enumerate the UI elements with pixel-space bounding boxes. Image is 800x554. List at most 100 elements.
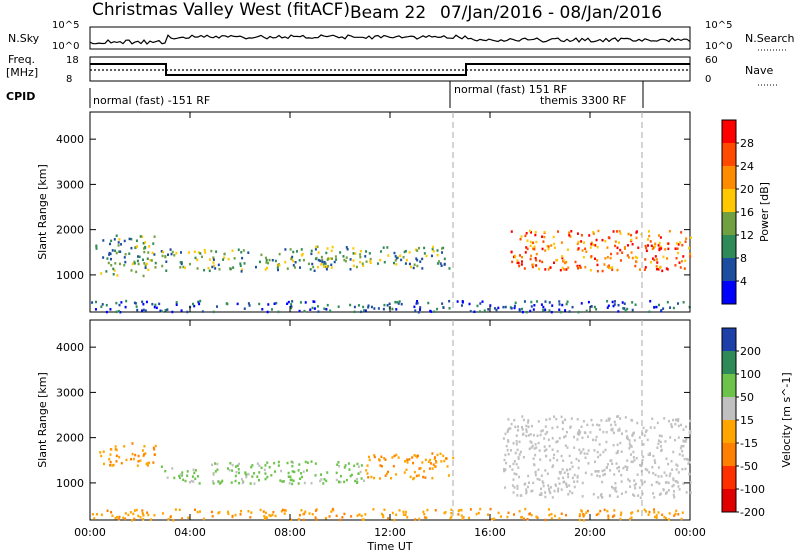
echo-cell: [529, 229, 532, 233]
echo-cell: [478, 310, 481, 313]
echo-cell: [677, 436, 680, 439]
echo-cell: [394, 259, 397, 262]
echo-cell: [408, 458, 411, 461]
echo-cell: [587, 449, 590, 452]
echo-cell: [243, 262, 246, 265]
echo-cell: [667, 462, 670, 466]
echo-cell: [512, 255, 515, 259]
echo-cell: [517, 457, 520, 460]
echo-cell: [568, 310, 571, 313]
echo-cell: [518, 264, 521, 268]
echo-cell: [416, 301, 419, 305]
echo-cell: [592, 232, 595, 235]
echo-cell: [229, 462, 232, 465]
echo-cell: [227, 467, 230, 470]
echo-cell: [187, 516, 190, 520]
echo-cell: [515, 440, 518, 443]
echo-cell: [323, 307, 326, 310]
echo-cell: [643, 508, 646, 512]
echo-cell: [479, 507, 482, 511]
echo-cell: [416, 258, 419, 262]
echo-cell: [208, 269, 211, 273]
colorbar-swatch: [722, 281, 736, 305]
echo-cell: [576, 438, 579, 441]
echo-cell: [230, 481, 233, 484]
echo-cell: [548, 489, 551, 493]
echo-cell: [594, 438, 597, 442]
echo-cell: [241, 481, 244, 485]
echo-cell: [679, 266, 682, 269]
echo-cell: [518, 453, 521, 456]
echo-cell: [314, 248, 317, 251]
colorbar-swatch: [722, 328, 736, 352]
echo-cell: [517, 466, 520, 469]
echo-cell: [394, 300, 397, 304]
echo-cell: [338, 464, 341, 468]
echo-cell: [611, 300, 614, 304]
echo-cell: [649, 426, 652, 429]
echo-cell: [395, 308, 398, 311]
echo-cell: [384, 474, 387, 477]
echo-cell: [264, 268, 267, 271]
echo-cell: [548, 444, 551, 448]
echo-cell: [225, 302, 228, 305]
echo-cell: [338, 480, 341, 484]
echo-cell: [198, 302, 201, 306]
echo-cell: [137, 460, 140, 463]
echo-cell: [595, 308, 598, 311]
echo-cell: [350, 515, 353, 518]
echo-cell: [434, 456, 437, 459]
echo-cell: [644, 430, 647, 434]
echo-cell: [634, 303, 637, 306]
echo-cell: [442, 246, 445, 250]
echo-cell: [131, 442, 134, 445]
echo-cell: [520, 515, 523, 519]
echo-cell: [556, 425, 559, 429]
echo-cell: [167, 518, 170, 521]
echo-cell: [110, 263, 113, 267]
echo-cell: [430, 310, 433, 313]
echo-cell: [422, 475, 425, 479]
echo-cell: [412, 477, 415, 481]
x-tick-label: 08:00: [274, 526, 306, 539]
echo-cell: [514, 451, 517, 455]
echo-cell: [368, 455, 371, 459]
echo-cell: [476, 304, 479, 308]
echo-cell: [593, 449, 596, 452]
echo-cell: [630, 512, 633, 515]
echo-cell: [542, 305, 545, 309]
echo-cell: [584, 247, 587, 251]
echo-cell: [422, 510, 425, 514]
echo-cell: [523, 483, 526, 486]
echo-cell: [601, 469, 604, 473]
echo-cell: [611, 427, 614, 431]
echo-cell: [624, 309, 627, 312]
echo-cell: [685, 457, 688, 461]
echo-cell: [115, 454, 118, 458]
echo-cell: [550, 517, 553, 520]
echo-cell: [577, 459, 580, 462]
echo-cell: [314, 257, 317, 261]
echo-cell: [688, 461, 691, 464]
echo-cell: [283, 512, 286, 515]
echo-cell: [634, 255, 637, 259]
echo-cell: [403, 471, 406, 474]
echo-cell: [675, 468, 678, 471]
echo-cell: [419, 466, 422, 470]
echo-cell: [234, 465, 237, 468]
echo-cell: [540, 474, 543, 477]
echo-cell: [585, 250, 588, 253]
echo-cell: [117, 309, 120, 313]
echo-cell: [583, 513, 586, 517]
echo-cell: [372, 508, 375, 511]
echo-cell: [249, 482, 252, 485]
echo-cell: [207, 266, 210, 270]
echo-cell: [542, 481, 545, 485]
echo-cell: [461, 517, 464, 521]
echo-cell: [436, 453, 439, 457]
echo-cell: [646, 468, 649, 472]
echo-cell: [609, 469, 612, 472]
echo-cell: [680, 231, 683, 234]
echo-cell: [443, 459, 446, 463]
echo-cell: [684, 240, 687, 243]
